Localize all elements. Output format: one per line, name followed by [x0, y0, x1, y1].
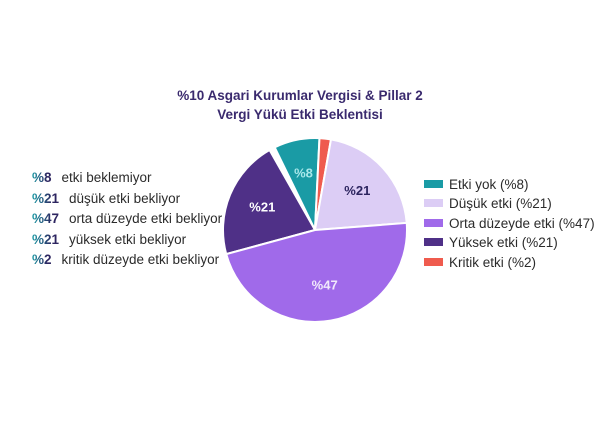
svg-text:%47: %47 [312, 278, 338, 293]
svg-text:%8: %8 [294, 166, 313, 181]
svg-text:%21: %21 [344, 183, 370, 198]
svg-text:%21: %21 [249, 200, 275, 215]
